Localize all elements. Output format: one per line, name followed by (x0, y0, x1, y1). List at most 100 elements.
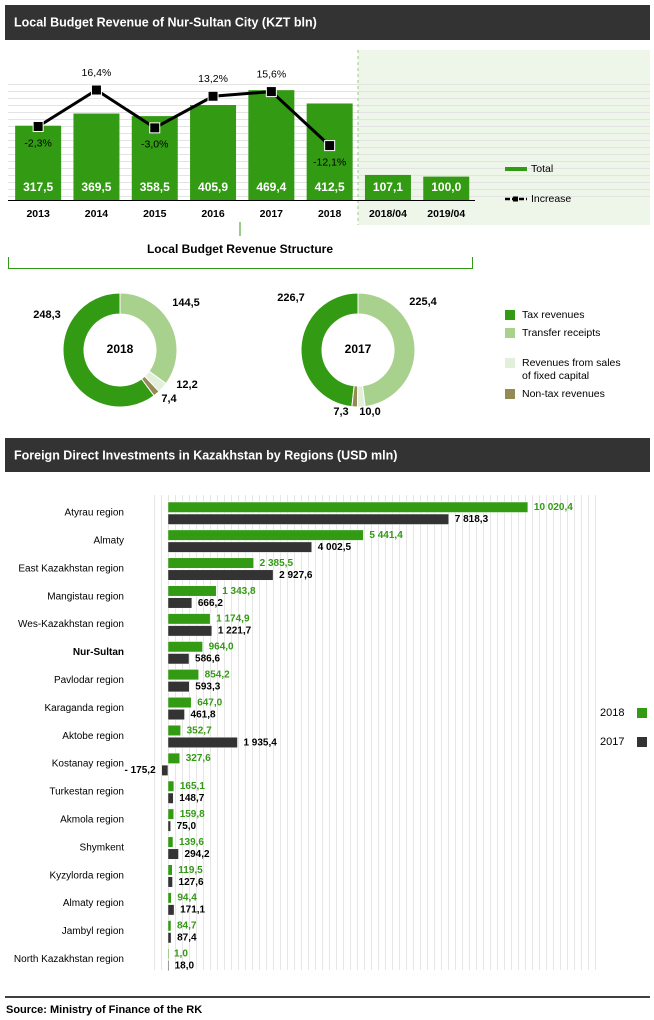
value-label: 87,4 (177, 933, 197, 944)
value-label: 12,2 (176, 379, 197, 391)
value-label: 165,1 (180, 781, 205, 792)
legend-swatch (637, 708, 647, 718)
value-label: 10,0 (359, 406, 380, 418)
x-tick-label: 2014 (85, 208, 109, 220)
bar (167, 932, 172, 944)
y-tick-label: North Kazakhstan region (14, 954, 124, 965)
y-tick-label: Jambyl region (62, 926, 124, 937)
value-label: 7,4 (161, 393, 177, 405)
y-tick-label: Karaganda region (44, 703, 124, 714)
bar (167, 625, 213, 637)
donut-segment (119, 292, 178, 385)
value-label: 84,7 (177, 921, 197, 932)
chart-title: Local Budget Revenue of Nur-Sultan City … (14, 15, 317, 29)
donut-segment (357, 292, 416, 408)
value-label: 327,6 (186, 753, 211, 764)
value-label: 119,5 (178, 865, 203, 876)
value-label: 1 343,8 (222, 586, 256, 597)
bar (167, 792, 174, 804)
bar (167, 864, 173, 876)
bar (167, 529, 364, 541)
line-marker (90, 84, 102, 96)
y-tick-label: Akmola region (60, 815, 124, 826)
bar (73, 113, 120, 200)
x-tick-label: 2015 (143, 208, 167, 220)
legend-swatch (505, 310, 515, 320)
y-tick-label: Turkestan region (49, 787, 124, 798)
legend-label: Tax revenues (522, 309, 584, 321)
y-tick-label: Atyrau region (65, 508, 124, 519)
bar (167, 876, 173, 888)
y-tick-label: Aktobe region (62, 731, 124, 742)
value-label: 159,8 (180, 809, 205, 820)
bracket (8, 257, 473, 269)
y-tick-label: Shymkent (80, 842, 125, 853)
bar (167, 669, 199, 681)
value-label: 593,3 (195, 682, 220, 693)
x-tick-label: 2016 (201, 208, 225, 220)
bar (167, 597, 193, 609)
x-tick-label: 2018/04 (369, 208, 407, 220)
legend-label: 2018 (600, 707, 624, 719)
legend-swatch (505, 328, 515, 338)
value-label: 369,5 (81, 180, 111, 194)
x-tick-label: 2017 (260, 208, 284, 220)
section-title: Local Budget Revenue Structure (147, 242, 333, 256)
value-label: 144,5 (172, 297, 200, 309)
line-marker (324, 140, 336, 152)
bar (167, 613, 211, 625)
value-label: 294,2 (185, 849, 210, 860)
bar (167, 501, 529, 513)
bar (161, 764, 169, 776)
x-tick-label: 2018 (318, 208, 342, 220)
bar (167, 820, 171, 832)
y-tick-label: Pavlodar region (54, 675, 124, 686)
value-label: 964,0 (209, 642, 234, 653)
line-marker (149, 122, 161, 134)
value-label: - 175,2 (125, 765, 157, 776)
y-tick-label: East Kazakhstan region (18, 563, 124, 574)
bar (167, 513, 450, 525)
bar (167, 541, 312, 553)
value-label: 171,1 (180, 905, 205, 916)
bar (167, 724, 181, 736)
donut-segment (351, 385, 359, 408)
line-marker (32, 120, 44, 132)
x-tick-label: 2019/04 (427, 208, 465, 220)
y-tick-label: Kostanay region (52, 759, 124, 770)
bar (167, 752, 180, 764)
value-label: 94,4 (177, 893, 197, 904)
value-label: 10 020,4 (534, 502, 573, 513)
chart-title: Foreign Direct Investments in Kazakhstan… (14, 448, 397, 462)
y-tick-label: Almaty region (63, 898, 124, 909)
value-label: 2 927,6 (279, 570, 313, 581)
value-label: 15,6% (256, 68, 286, 80)
value-label: 412,5 (315, 180, 345, 194)
value-label: 7,3 (333, 406, 348, 418)
bar (167, 904, 175, 916)
value-label: -3,0% (141, 139, 168, 151)
value-label: 1,0 (174, 949, 188, 960)
bar (167, 585, 217, 597)
legend-label: Revenues from sales of fixed capital (522, 357, 624, 382)
value-label: 647,0 (197, 697, 222, 708)
value-label: 75,0 (177, 821, 197, 832)
line (37, 88, 331, 147)
donut-center-label: 2017 (345, 342, 372, 356)
y-tick-label: Kyzylorda region (50, 870, 124, 881)
bar (167, 892, 172, 904)
bar (167, 653, 190, 665)
y-tick-label: Wes-Kazakhstan region (18, 619, 124, 630)
bar (167, 569, 274, 581)
bar (167, 780, 175, 792)
bar (167, 808, 174, 820)
value-label: 461,8 (191, 709, 216, 720)
value-label: -2,3% (24, 137, 51, 149)
bar (167, 920, 172, 932)
bar (167, 836, 174, 848)
value-label: 358,5 (140, 180, 170, 194)
bar (364, 174, 411, 200)
bar (15, 125, 62, 200)
donut-segment (300, 292, 359, 408)
